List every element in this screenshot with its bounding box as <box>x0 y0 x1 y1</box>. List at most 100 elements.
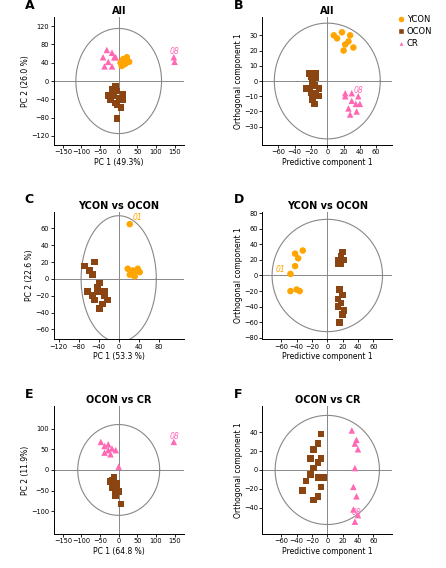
Point <box>112 82 119 91</box>
Text: E: E <box>25 388 33 401</box>
Point <box>112 445 119 454</box>
Point <box>120 95 127 105</box>
Point <box>338 259 345 268</box>
Point <box>99 299 106 308</box>
Point <box>312 89 319 98</box>
Point <box>339 248 346 257</box>
Point <box>122 59 129 68</box>
Point <box>115 487 122 496</box>
Point <box>91 257 98 266</box>
Point <box>307 89 314 98</box>
Point <box>131 268 138 277</box>
Y-axis label: Orthogonal component 1: Orthogonal component 1 <box>234 422 243 518</box>
Point <box>336 318 343 327</box>
X-axis label: Predictive component 1: Predictive component 1 <box>282 158 372 167</box>
Point <box>339 310 346 319</box>
Point <box>114 483 121 492</box>
Point <box>122 55 129 64</box>
Text: C: C <box>25 193 34 206</box>
Text: A: A <box>25 0 34 12</box>
Point <box>105 440 112 449</box>
Title: All: All <box>112 6 126 16</box>
Point <box>350 505 357 514</box>
Point <box>101 448 108 457</box>
Point <box>134 264 141 273</box>
Point <box>120 89 127 98</box>
Point <box>112 98 119 107</box>
Point <box>114 479 121 488</box>
Point <box>334 34 341 43</box>
Point <box>318 454 325 463</box>
X-axis label: Predictive component 1: Predictive component 1 <box>282 547 372 556</box>
Point <box>353 492 360 501</box>
Point <box>348 89 355 98</box>
Point <box>114 100 121 109</box>
Point <box>345 104 352 113</box>
Point <box>108 85 116 94</box>
Point <box>111 474 118 483</box>
Point <box>311 99 318 108</box>
Point <box>117 499 124 508</box>
Point <box>107 95 114 105</box>
Point <box>347 110 354 119</box>
X-axis label: PC 1 (49.3%): PC 1 (49.3%) <box>94 158 144 167</box>
Point <box>89 270 96 279</box>
Point <box>101 62 108 71</box>
Point <box>292 249 299 258</box>
Point <box>110 85 117 94</box>
Point <box>112 491 119 500</box>
Point <box>339 290 346 299</box>
Point <box>108 89 116 98</box>
Point <box>295 254 302 263</box>
Point <box>306 69 313 78</box>
X-axis label: Predictive component 1: Predictive component 1 <box>282 352 372 361</box>
Point <box>347 31 354 40</box>
Point <box>307 72 314 81</box>
Point <box>314 473 322 482</box>
Y-axis label: PC 2 (26.0 %): PC 2 (26.0 %) <box>21 55 30 107</box>
Legend: YCON, OCON, CR: YCON, OCON, CR <box>399 15 432 48</box>
Point <box>312 73 319 82</box>
Point <box>126 220 133 229</box>
Text: 08: 08 <box>170 47 180 56</box>
Point <box>94 283 101 292</box>
Y-axis label: PC 2 (11.9%): PC 2 (11.9%) <box>21 445 30 495</box>
Point <box>101 441 108 450</box>
Point <box>342 40 349 49</box>
Point <box>131 272 138 281</box>
Point <box>342 89 349 98</box>
Point <box>112 53 119 62</box>
Point <box>340 46 347 55</box>
Point <box>293 285 300 294</box>
Point <box>112 481 119 490</box>
Point <box>111 473 118 482</box>
Point <box>352 99 359 108</box>
Point <box>105 57 112 66</box>
Point <box>108 476 116 485</box>
Point <box>97 437 104 446</box>
Point <box>170 53 178 62</box>
Point <box>334 259 342 268</box>
Point <box>124 264 131 273</box>
Point <box>309 77 316 86</box>
Title: OCON vs CR: OCON vs CR <box>86 395 152 405</box>
Point <box>351 439 359 448</box>
Point <box>103 45 110 55</box>
Point <box>114 485 121 494</box>
Point <box>287 286 294 295</box>
Point <box>311 81 318 90</box>
Point <box>345 37 352 46</box>
Point <box>111 53 118 62</box>
Text: 08: 08 <box>170 432 180 441</box>
Point <box>124 53 131 62</box>
Point <box>129 270 136 279</box>
Point <box>350 43 357 52</box>
Point <box>336 257 343 266</box>
Point <box>307 454 314 463</box>
Point <box>114 86 121 95</box>
Point <box>117 103 124 112</box>
Y-axis label: Orthogonal component 1: Orthogonal component 1 <box>234 33 243 129</box>
Point <box>96 278 103 287</box>
Point <box>302 477 310 486</box>
Point <box>334 256 342 265</box>
